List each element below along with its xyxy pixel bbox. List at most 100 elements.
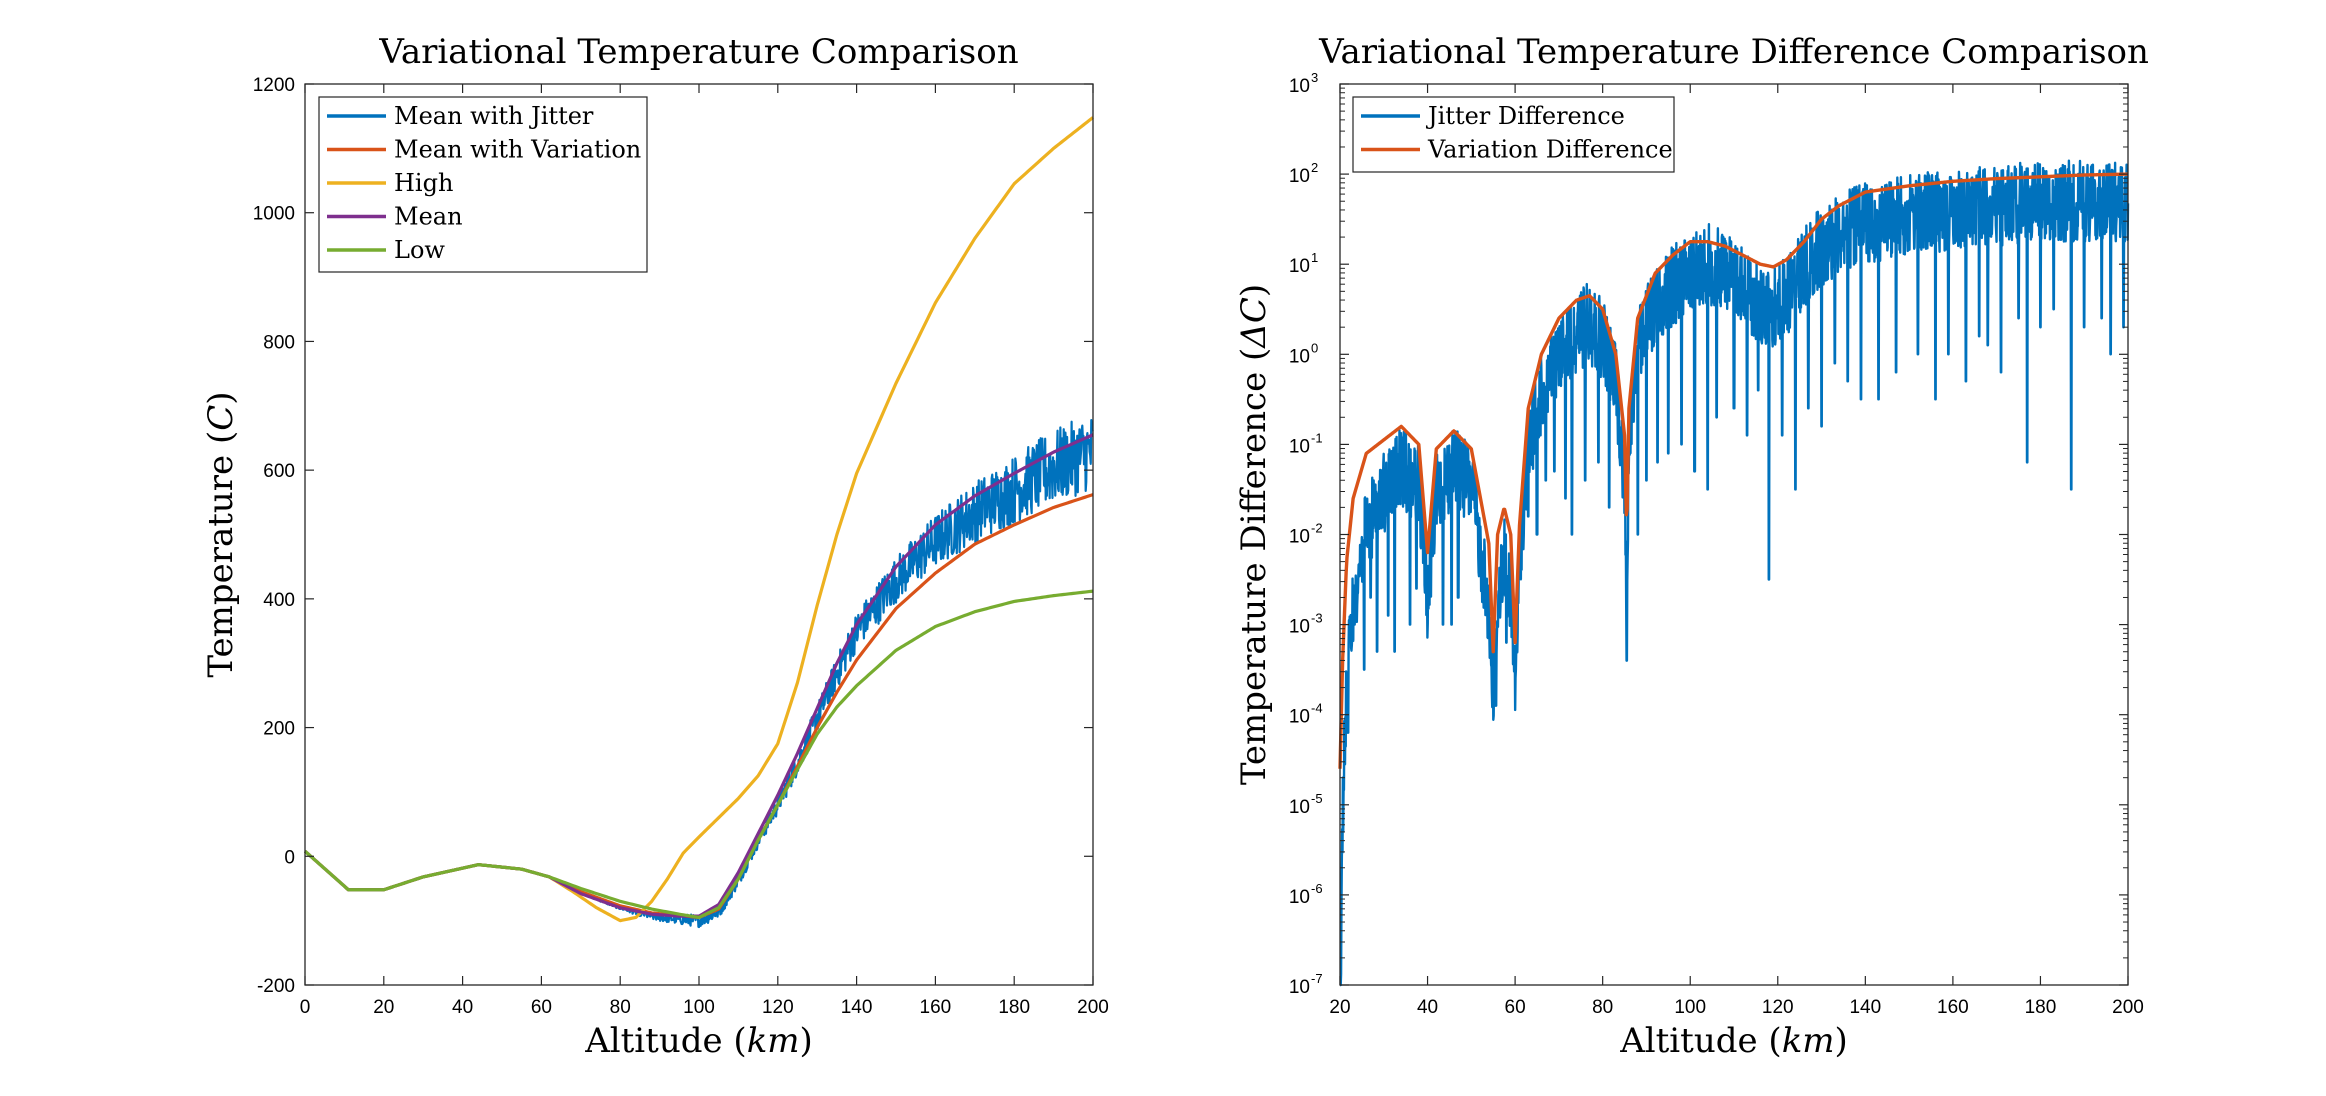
x-tick-label: 120	[762, 997, 794, 1018]
y-tick-label: 10	[1289, 977, 1310, 998]
x-tick-label: 140	[841, 997, 873, 1018]
chart-title: Variational Temperature Comparison	[378, 32, 1018, 72]
y-tick-exponent: -3	[1311, 611, 1323, 626]
legend-entry: Mean with Variation	[394, 136, 641, 164]
y-axis-unit: C	[201, 405, 241, 431]
x-tick-label: 40	[1417, 997, 1438, 1018]
y-tick-base: 10	[1289, 977, 1310, 998]
y-tick-base: 10	[1289, 527, 1310, 548]
x-axis-label-close: )	[800, 1021, 813, 1061]
x-axis-label-open: (	[723, 1021, 747, 1061]
x-tick-label: 160	[920, 997, 952, 1018]
legend-entry: Variation Difference	[1427, 136, 1673, 164]
y-axis-unit: ΔC	[1234, 297, 1274, 350]
legend: Jitter Difference Variation Difference	[1352, 96, 1675, 173]
x-axis-label-close: )	[1835, 1021, 1848, 1061]
x-tick-label: 200	[1077, 997, 1109, 1018]
y-tick-label: 400	[263, 590, 295, 611]
x-axis-unit: km	[747, 1021, 800, 1061]
y-axis-label-open: (	[1234, 348, 1274, 372]
x-tick-label: 160	[1937, 997, 1969, 1018]
y-tick-base: 10	[1289, 436, 1310, 457]
x-tick-label: 60	[531, 997, 552, 1018]
y-tick-exponent: -4	[1311, 701, 1323, 716]
y-tick-label: 10	[1289, 887, 1310, 908]
x-tick-label: 200	[2112, 997, 2144, 1018]
y-tick-label: 10	[1289, 166, 1310, 187]
y-axis-label-open: (	[201, 431, 241, 455]
y-tick-label: 10	[1289, 436, 1310, 457]
y-tick-label: 600	[263, 461, 295, 482]
legend-box	[1352, 96, 1675, 173]
y-tick-exponent: -1	[1311, 430, 1323, 445]
y-tick-label: 10	[1289, 256, 1310, 277]
y-tick-label: -200	[257, 976, 295, 997]
y-axis-label-close: )	[201, 391, 241, 404]
y-tick-label: 200	[263, 719, 295, 740]
y-tick-base: 10	[1289, 166, 1310, 187]
y-tick-exponent: 1	[1311, 250, 1318, 265]
legend-entry: Mean with Jitter	[394, 102, 594, 130]
x-tick-label: 180	[2025, 997, 2057, 1018]
y-tick-label: 800	[263, 332, 295, 353]
y-tick-exponent: 0	[1311, 340, 1318, 355]
x-tick-label: 180	[998, 997, 1030, 1018]
y-tick-label: 10	[1289, 707, 1310, 728]
y-tick-base: 10	[1289, 76, 1310, 97]
x-tick-label: 60	[1505, 997, 1526, 1018]
series-line-jitter-difference	[1339, 159, 2130, 987]
y-tick-label: 10	[1289, 76, 1310, 97]
legend-entry: Mean	[394, 203, 463, 231]
legend-entry: Jitter Difference	[1425, 102, 1625, 130]
y-tick-base: 10	[1289, 346, 1310, 367]
temperature-difference-chart: 20 40 60 80 100 120 140 160 180 20010-710-610-510…	[1234, 32, 2149, 1061]
y-axis-label-close: )	[1234, 284, 1274, 297]
x-axis-label: Altitude (km)	[1619, 1021, 1848, 1061]
y-tick-exponent: -6	[1311, 881, 1323, 896]
chart-title: Variational Temperature Difference Compa…	[1318, 32, 2149, 72]
y-tick-exponent: 2	[1311, 160, 1318, 175]
y-tick-label: 10	[1289, 346, 1310, 367]
y-tick-base: 10	[1289, 707, 1310, 728]
series-line-low	[303, 589, 1094, 920]
y-tick-label: 1000	[253, 204, 295, 225]
x-tick-label: 80	[610, 997, 631, 1018]
x-tick-label: 40	[452, 997, 473, 1018]
y-tick-base: 10	[1289, 797, 1310, 818]
temperature-comparison-chart: 0 20 40 60 80 100 120 140 160 180 200-200020040060…	[201, 32, 1109, 1061]
y-axis-label: Temperature Difference (ΔC)	[1234, 284, 1274, 785]
x-axis-label-text: Altitude	[1619, 1021, 1757, 1061]
y-axis-label-text: Temperature Difference	[1234, 372, 1274, 785]
y-tick-base: 10	[1289, 617, 1310, 638]
series-line-variation-difference	[1338, 172, 2129, 769]
legend-entry: High	[394, 169, 453, 197]
y-axis-label-text: Temperature	[201, 455, 241, 678]
y-tick-exponent: -7	[1311, 971, 1323, 986]
x-tick-label: 100	[683, 997, 715, 1018]
y-tick-label: 1200	[253, 75, 295, 96]
x-tick-label: 20	[1329, 997, 1350, 1018]
y-tick-label: 10	[1289, 617, 1310, 638]
x-tick-label: 100	[1674, 997, 1706, 1018]
y-tick-exponent: 3	[1311, 70, 1318, 85]
x-axis-label: Altitude (km)	[584, 1021, 813, 1061]
y-tick-label: 10	[1289, 527, 1310, 548]
legend-entry: Low	[394, 236, 445, 264]
y-tick-exponent: -2	[1311, 521, 1323, 536]
x-axis-unit: km	[1782, 1021, 1835, 1061]
x-tick-label: 140	[1849, 997, 1881, 1018]
x-axis-label-text: Altitude	[584, 1021, 722, 1061]
y-tick-exponent: -5	[1311, 791, 1323, 806]
y-tick-label: 0	[284, 847, 295, 868]
x-tick-label: 0	[300, 997, 311, 1018]
legend: Mean with Jitter Mean with Variation High M…	[318, 96, 648, 273]
y-tick-label: 10	[1289, 797, 1310, 818]
y-axis-label: Temperature (C)	[201, 391, 241, 677]
y-tick-base: 10	[1289, 887, 1310, 908]
x-axis-label-open: (	[1758, 1021, 1782, 1061]
x-tick-label: 120	[1762, 997, 1794, 1018]
x-tick-label: 20	[373, 997, 394, 1018]
x-tick-label: 80	[1592, 997, 1613, 1018]
y-tick-base: 10	[1289, 256, 1310, 277]
